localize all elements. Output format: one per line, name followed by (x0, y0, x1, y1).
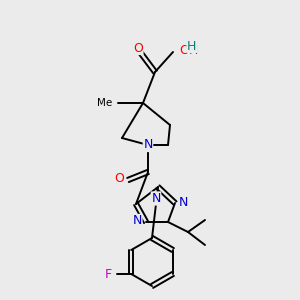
Text: Me: Me (97, 98, 112, 108)
Text: N: N (179, 196, 188, 209)
Text: F: F (105, 268, 112, 281)
Text: OH: OH (179, 44, 198, 56)
Text: N: N (133, 214, 142, 227)
Text: N: N (143, 139, 153, 152)
Text: N: N (151, 192, 161, 205)
Text: O: O (133, 41, 143, 55)
Text: O: O (114, 172, 124, 185)
Text: H: H (187, 40, 196, 52)
